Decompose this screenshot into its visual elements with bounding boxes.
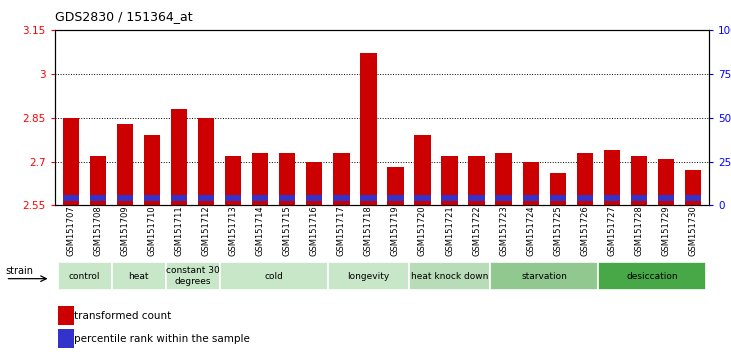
Text: control: control <box>69 272 100 281</box>
Bar <box>63 194 79 201</box>
Bar <box>279 153 295 205</box>
Text: GSM151727: GSM151727 <box>607 205 616 256</box>
Bar <box>58 306 74 325</box>
Bar <box>409 262 490 290</box>
Text: GSM151713: GSM151713 <box>229 205 238 256</box>
Bar <box>333 153 349 205</box>
Bar <box>469 156 485 205</box>
Text: cold: cold <box>265 272 283 281</box>
Text: GSM151717: GSM151717 <box>337 205 346 256</box>
Bar <box>171 194 187 201</box>
Bar <box>171 109 187 205</box>
Text: heat: heat <box>129 272 149 281</box>
Text: GSM151714: GSM151714 <box>256 205 265 256</box>
Bar <box>658 194 674 201</box>
Text: GSM151712: GSM151712 <box>202 205 211 256</box>
Bar <box>604 194 620 201</box>
Text: transformed count: transformed count <box>75 311 172 321</box>
Bar <box>225 194 241 201</box>
Bar <box>598 262 706 290</box>
Bar <box>496 194 512 201</box>
Bar <box>414 194 431 201</box>
Bar <box>58 262 112 290</box>
Text: desiccation: desiccation <box>626 272 678 281</box>
Bar <box>198 194 214 201</box>
Text: GSM151716: GSM151716 <box>310 205 319 256</box>
Text: GSM151718: GSM151718 <box>364 205 373 256</box>
Text: percentile rank within the sample: percentile rank within the sample <box>75 334 250 344</box>
Text: GSM151730: GSM151730 <box>689 205 697 256</box>
Bar <box>604 150 620 205</box>
Text: GDS2830 / 151364_at: GDS2830 / 151364_at <box>55 10 192 23</box>
Bar <box>333 194 349 201</box>
Bar <box>252 194 268 201</box>
Bar <box>414 135 431 205</box>
Bar <box>577 153 593 205</box>
Bar <box>550 194 566 201</box>
Text: GSM151707: GSM151707 <box>67 205 75 256</box>
Bar <box>144 135 160 205</box>
Bar <box>496 153 512 205</box>
Bar <box>63 118 79 205</box>
Text: GSM151709: GSM151709 <box>121 205 129 256</box>
Text: GSM151724: GSM151724 <box>526 205 535 256</box>
Text: constant 30
degrees: constant 30 degrees <box>166 267 219 286</box>
Text: longevity: longevity <box>347 272 390 281</box>
Text: GSM151711: GSM151711 <box>175 205 183 256</box>
Bar <box>90 194 106 201</box>
Bar <box>387 194 404 201</box>
Bar <box>117 124 133 205</box>
Bar <box>490 262 598 290</box>
Bar <box>523 161 539 205</box>
Bar <box>469 194 485 201</box>
Bar <box>360 194 376 201</box>
Text: GSM151720: GSM151720 <box>418 205 427 256</box>
Bar <box>166 262 220 290</box>
Text: GSM151708: GSM151708 <box>94 205 102 256</box>
Bar <box>90 156 106 205</box>
Text: GSM151715: GSM151715 <box>283 205 292 256</box>
Text: GSM151726: GSM151726 <box>580 205 589 256</box>
Bar <box>658 159 674 205</box>
Text: GSM151723: GSM151723 <box>499 205 508 256</box>
Text: GSM151710: GSM151710 <box>148 205 156 256</box>
Text: GSM151722: GSM151722 <box>472 205 481 256</box>
Bar <box>523 194 539 201</box>
Bar <box>225 156 241 205</box>
Text: GSM151728: GSM151728 <box>635 205 643 256</box>
Bar <box>328 262 409 290</box>
Bar <box>442 194 458 201</box>
Bar <box>58 329 74 348</box>
Bar <box>577 194 593 201</box>
Bar <box>144 194 160 201</box>
Bar <box>685 170 701 205</box>
Text: GSM151719: GSM151719 <box>391 205 400 256</box>
Bar <box>360 53 376 205</box>
Text: GSM151725: GSM151725 <box>553 205 562 256</box>
Text: starvation: starvation <box>521 272 567 281</box>
Bar <box>112 262 166 290</box>
Bar <box>117 194 133 201</box>
Bar <box>442 156 458 205</box>
Bar <box>252 153 268 205</box>
Bar <box>685 194 701 201</box>
Bar <box>631 194 647 201</box>
Bar <box>198 118 214 205</box>
Bar <box>387 167 404 205</box>
Text: GSM151721: GSM151721 <box>445 205 454 256</box>
Text: GSM151729: GSM151729 <box>662 205 670 256</box>
Text: heat knock down: heat knock down <box>411 272 488 281</box>
Bar <box>550 173 566 205</box>
Bar <box>631 156 647 205</box>
Bar <box>220 262 328 290</box>
Bar <box>306 194 322 201</box>
Bar <box>279 194 295 201</box>
Bar <box>306 161 322 205</box>
Text: strain: strain <box>6 266 34 276</box>
